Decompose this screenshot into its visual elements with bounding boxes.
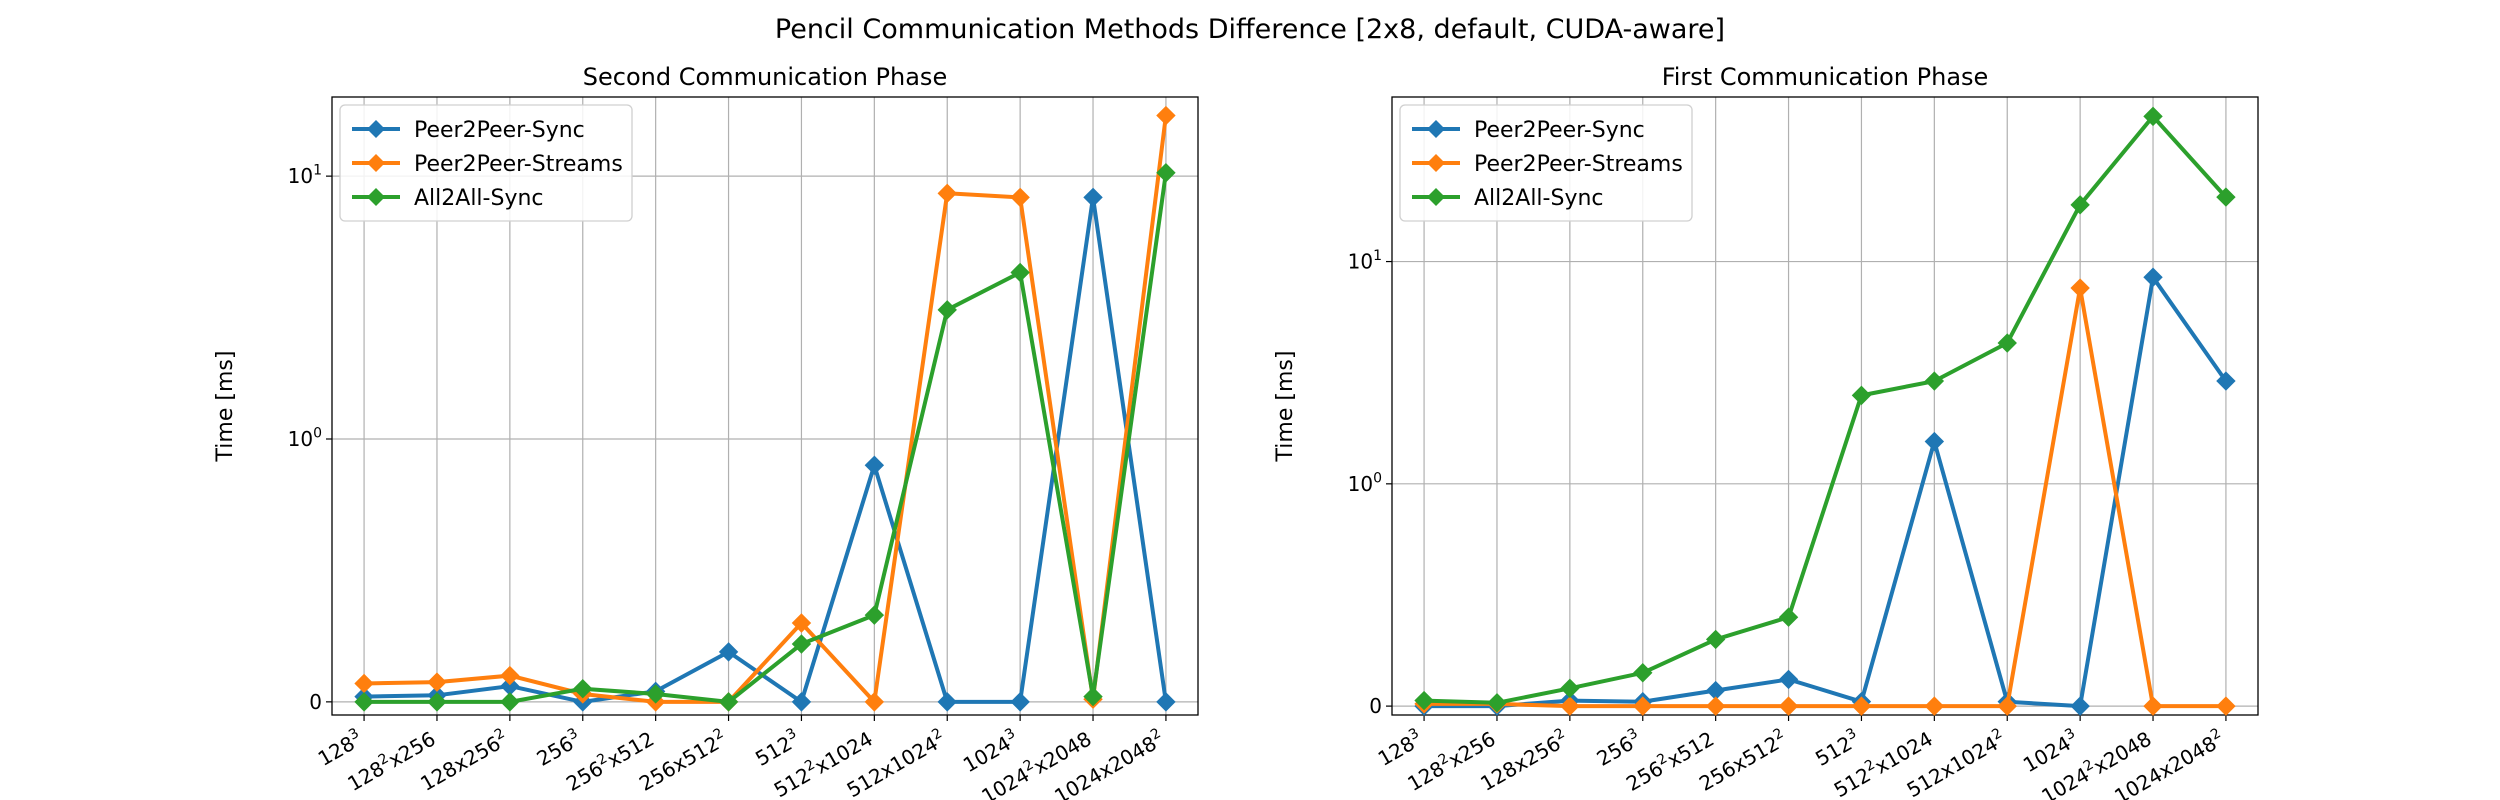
y-tick-label: 101​ [288, 163, 322, 188]
panel-title: Second Communication Phase [583, 63, 947, 91]
data-point-marker [1851, 385, 1872, 406]
data-point-marker [1924, 371, 1945, 391]
data-point-marker [1633, 696, 1653, 716]
y-tick-label: 0 [1369, 694, 1382, 718]
series-line [364, 115, 1168, 704]
data-point-marker [2216, 696, 2236, 716]
data-point-marker [791, 692, 812, 712]
data-point-marker [1633, 663, 1653, 683]
series-line [1424, 286, 2226, 709]
data-point-marker [1851, 696, 1872, 716]
data-point-marker [2143, 267, 2163, 287]
legend: Peer2Peer-Sync Peer2Peer-Streams All2All-S… [339, 104, 633, 222]
legend-label: Peer2Peer-Streams [1474, 152, 1683, 177]
y-tick-label: 100​ [1348, 470, 1382, 495]
data-point-marker [2216, 187, 2236, 207]
data-point-marker [1778, 607, 1799, 627]
data-point-marker [718, 642, 739, 662]
data-point-marker [427, 672, 447, 692]
legend: Peer2Peer-Sync Peer2Peer-Streams All2All-S… [1399, 104, 1693, 222]
data-point-marker [2070, 195, 2090, 215]
data-point-marker [500, 692, 520, 712]
data-point-marker [1156, 692, 1176, 712]
legend-label: Peer2Peer-Sync [414, 118, 585, 143]
legend-swatch-marker [367, 188, 385, 206]
legend-label: Peer2Peer-Streams [414, 152, 623, 177]
data-point-marker [1560, 696, 1580, 716]
data-point-marker [2070, 696, 2090, 716]
data-point-marker [1924, 431, 1945, 452]
y-tick-label: 0 [309, 690, 322, 714]
panel-title: First Communication Phase [1662, 63, 1989, 91]
legend-label: Peer2Peer-Sync [1474, 118, 1645, 143]
data-point-marker [1083, 686, 1103, 707]
data-point-marker [1156, 105, 1176, 126]
legend-swatch-marker [367, 154, 385, 172]
legend-swatch-marker [367, 120, 385, 138]
data-point-marker [718, 692, 739, 712]
figure-title: Pencil Communication Methods Difference … [775, 14, 1725, 45]
legend-swatch-marker [1427, 120, 1445, 138]
series-line [364, 195, 1168, 704]
data-point-marker [1924, 696, 1945, 716]
series-line [364, 172, 1168, 704]
data-point-marker [1997, 333, 2017, 353]
data-point-marker [864, 605, 885, 625]
data-point-marker [1010, 262, 1030, 283]
data-point-marker [1414, 690, 1434, 711]
data-point-marker [937, 692, 957, 712]
data-point-marker [645, 684, 666, 704]
data-point-marker [573, 679, 593, 699]
legend-swatch-marker [1427, 154, 1445, 172]
data-point-marker [2070, 278, 2090, 298]
data-point-marker [937, 300, 957, 320]
legend-label: All2All-Sync [1474, 186, 1604, 211]
data-point-marker [1778, 696, 1799, 716]
plot-area-frame [331, 96, 1199, 716]
data-point-marker [1010, 692, 1030, 712]
data-point-marker [2216, 371, 2236, 391]
legend-swatch-marker [1427, 188, 1445, 206]
series-line [1424, 275, 2228, 709]
data-point-marker [1010, 187, 1030, 208]
data-point-marker [2143, 696, 2163, 716]
data-point-marker [500, 665, 520, 686]
legend-label: All2All-Sync [414, 186, 544, 211]
y-axis-label: Time [ms] [213, 351, 238, 463]
data-point-marker [791, 613, 812, 633]
data-point-marker [864, 692, 885, 712]
legend-frame [1399, 104, 1693, 222]
data-point-marker [864, 455, 885, 475]
data-point-marker [1560, 678, 1580, 699]
y-tick-label: 100​ [288, 426, 322, 451]
data-point-marker [937, 183, 957, 204]
data-point-marker [1705, 696, 1726, 716]
data-point-marker [1997, 696, 2017, 716]
data-point-marker [1705, 629, 1726, 650]
data-point-marker [427, 692, 447, 712]
data-point-marker [791, 634, 812, 654]
data-point-marker [1487, 693, 1507, 713]
plot-area-frame [1391, 96, 2259, 716]
legend-frame [339, 104, 633, 222]
data-point-marker [354, 692, 374, 712]
data-point-marker [1778, 669, 1799, 690]
data-point-marker [2143, 106, 2163, 127]
series-line [1424, 114, 2228, 705]
data-point-marker [1083, 187, 1103, 208]
data-point-marker [1156, 163, 1176, 183]
y-axis-label: Time [ms] [1273, 351, 1298, 463]
y-tick-label: 101​ [1348, 248, 1382, 273]
